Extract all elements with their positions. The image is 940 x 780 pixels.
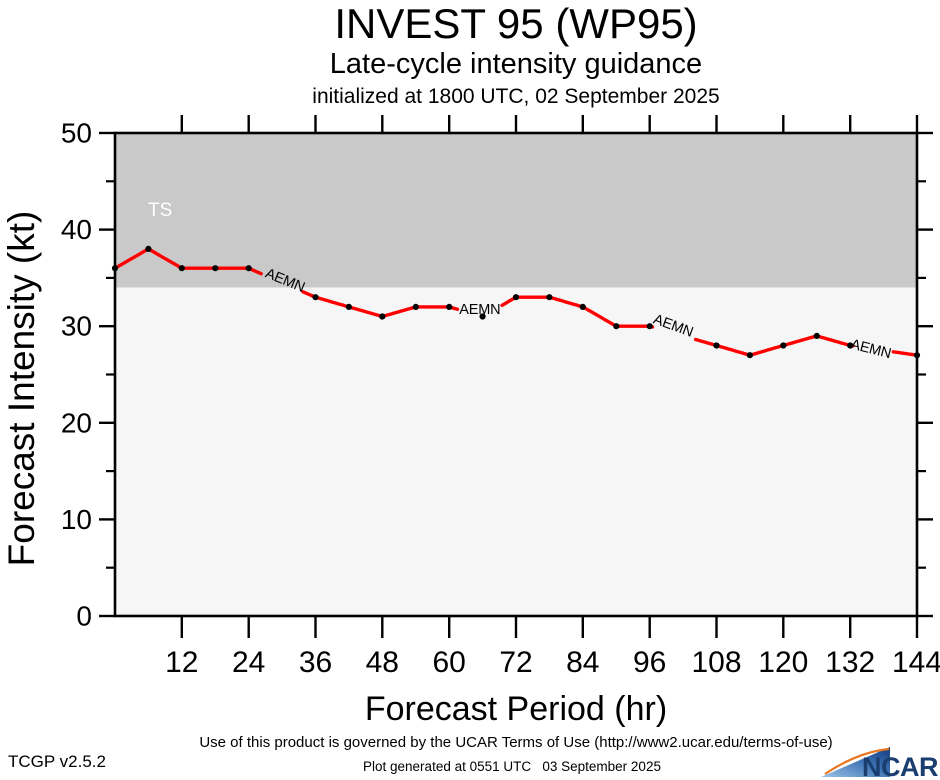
tcgp-version-label: TCGP v2.5.2 [8, 752, 106, 771]
data-point-marker [446, 303, 453, 310]
page-subtitle: Late-cycle intensity guidance [329, 48, 703, 80]
data-point-marker [613, 323, 620, 330]
data-point-marker [646, 323, 653, 330]
ncar-logo-text: NCAR [862, 752, 938, 779]
data-point-marker [847, 342, 854, 349]
ncar-logo: NCAR [821, 747, 939, 779]
data-point-marker [145, 245, 152, 252]
below-ts-region [115, 287, 917, 616]
x-tick-label: 72 [499, 646, 532, 679]
ts-region-label: TS [148, 200, 172, 221]
data-point-marker [245, 265, 252, 272]
y-axis-title: Forecast Intensity (kt) [1, 211, 42, 567]
ts-intensity-region [115, 133, 917, 288]
x-tick-label: 36 [299, 646, 332, 679]
y-tick-label: 30 [61, 311, 92, 342]
data-point-marker [178, 265, 185, 272]
x-tick-label: 84 [566, 646, 599, 679]
x-tick-label: 12 [165, 646, 198, 679]
data-point-marker [713, 342, 720, 349]
x-tick-label: 120 [758, 646, 808, 679]
data-point-marker [813, 332, 820, 339]
page-title: INVEST 95 (WP95) [334, 0, 698, 47]
plot-generated-line: Plot generated at 0551 UTC 03 September … [363, 759, 661, 774]
data-point-marker [212, 265, 219, 272]
ncar-swoosh-icon [821, 747, 890, 777]
terms-of-use-line: Use of this product is governed by the U… [199, 734, 833, 751]
data-point-marker [780, 342, 787, 349]
x-tick-label: 108 [691, 646, 741, 679]
data-point-marker [312, 294, 319, 301]
y-tick-label: 20 [61, 407, 92, 438]
data-point-marker [479, 313, 486, 320]
x-tick-label: 144 [892, 646, 940, 679]
ncar-orange-arc-icon [824, 747, 890, 775]
x-axis-title: Forecast Period (hr) [365, 690, 667, 728]
init-time-line: initialized at 1800 UTC, 02 September 20… [312, 85, 720, 108]
x-tick-label: 132 [825, 646, 875, 679]
x-tick-label: 24 [232, 646, 265, 679]
y-tick-label: 40 [61, 214, 92, 245]
data-point-marker [546, 294, 553, 301]
x-tick-label: 96 [633, 646, 666, 679]
data-point-marker [746, 352, 754, 359]
x-tick-label: 60 [433, 646, 466, 679]
data-point-marker [379, 313, 386, 320]
y-tick-label: 10 [61, 504, 92, 535]
data-point-marker [512, 294, 520, 301]
data-point-marker [345, 303, 352, 310]
y-tick-label: 0 [76, 601, 92, 632]
model-label: AEMN [459, 302, 500, 318]
y-tick-label: 50 [61, 118, 92, 149]
data-point-marker [412, 303, 419, 310]
data-point-marker [579, 303, 586, 310]
x-tick-label: 48 [366, 646, 399, 679]
